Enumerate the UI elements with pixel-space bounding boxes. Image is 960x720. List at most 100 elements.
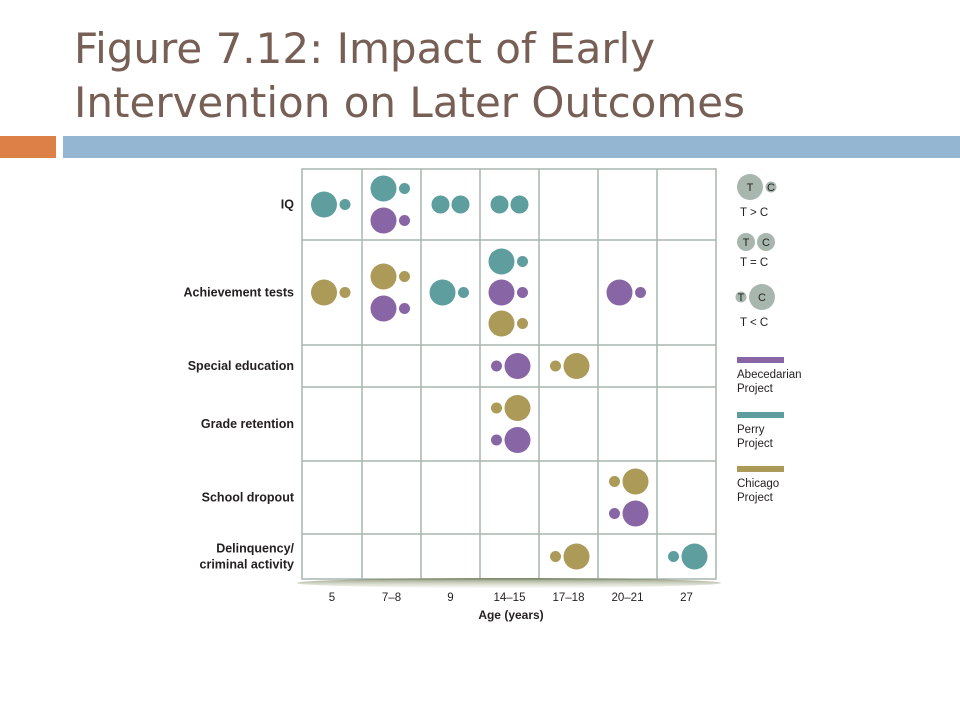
legend-treatment-letter: T [747,182,754,194]
bubble-pair-achievement-tests-7-8-abecedarian-project [370,295,410,322]
row-label-school-dropout: School dropout [202,491,295,505]
control-bubble [504,427,531,453]
control-bubble [563,543,590,570]
bubble-pair-school-dropout-20-21-abecedarian-project [609,500,649,527]
slide-title-line-1: Figure 7.12: Impact of Early [74,24,656,73]
bubble-pair-achievement-tests-14-15-chicago-project [488,310,528,337]
bubble-pair-achievement-tests-14-15-abecedarian-project [488,279,528,306]
control-bubble [451,195,470,214]
legend-control-bubble [757,233,775,251]
legend-control-bubble [765,181,777,193]
column-labels: 5 7–8 9 14–15 17–18 20–21 27 [329,592,693,604]
legend: T CT > CT CT = CT CT < CAbecedarianProjectP… [735,174,802,504]
bubble-pair-iq-7-8-perry-project [370,175,410,202]
bubble-pair-achievement-tests-7-8-chicago-project [370,263,410,290]
bubble-pair-delinquency-criminal-activity-27-perry-project [668,543,708,570]
legend-project-label-line-2: Project [737,383,774,395]
column-label-5: 5 [329,592,335,604]
control-bubble [622,500,649,527]
slide-title-line-2: Intervention on Later Outcomes [74,78,745,127]
bubble-pair-iq-9-perry-project [431,195,470,214]
treatment-bubble [550,360,561,372]
row-label-delinquency-criminal-activity: Delinquency/criminal activity [200,542,295,572]
legend-treatment-bubble [737,233,755,251]
accent-bar-blue [63,136,960,158]
legend-project-label-line-2: Project [737,492,774,504]
row-label-grade-retention: Grade retention [201,417,294,431]
treatment-bubble [429,279,456,306]
treatment-bubble [491,360,502,372]
legend-treatment-bubble [735,291,747,303]
control-bubble [622,468,649,495]
treatment-bubble [488,248,515,275]
treatment-bubble [431,195,450,214]
control-bubble [517,318,528,329]
control-bubble [517,256,528,267]
bubble-pair-achievement-tests-5-chicago-project [311,279,351,306]
legend-project-label-line-2: Project [737,438,774,450]
legend-project-label-line-1: Perry [737,424,765,436]
accent-bar-orange [0,136,56,158]
legend-project-swatch [737,357,784,363]
bubble-pair-achievement-tests-9-perry-project [429,279,469,306]
legend-treatment-letter: T [738,292,745,304]
legend-relation-label: T = C [740,257,768,269]
control-bubble [458,287,469,298]
treatment-bubble [491,402,502,414]
treatment-bubble [609,508,620,519]
bubble-pair-school-dropout-20-21-chicago-project [609,468,649,495]
treatment-bubble [606,279,633,306]
control-bubble [339,199,351,210]
column-label-14-15: 14–15 [494,592,526,604]
legend-control-letter: C [762,237,770,249]
control-bubble [339,287,351,298]
control-bubble [681,543,708,570]
column-label-17-18: 17–18 [553,592,585,604]
row-label-iq: IQ [281,198,294,212]
bubble-pair-iq-7-8-abecedarian-project [370,207,410,234]
treatment-bubble [491,434,502,446]
treatment-bubble [488,279,515,306]
bubble-pair-grade-retention-14-15-abecedarian-project [491,427,531,453]
treatment-bubble [370,295,397,322]
legend-control-bubble [749,284,775,310]
column-label-9: 9 [447,592,453,604]
bubble-pair-iq-14-15-perry-project [490,195,529,214]
legend-treatment-letter: T [743,237,750,249]
control-bubble [517,287,528,298]
control-bubble [399,183,410,194]
row-label-achievement-tests: Achievement tests [184,286,295,300]
legend-comparison-t-c: T C T > C [737,174,777,219]
treatment-bubble [370,207,397,234]
treatment-bubble [609,476,620,487]
column-label-7-8: 7–8 [382,592,401,604]
treatment-bubble [311,191,337,218]
control-bubble [504,395,531,421]
legend-project-swatch [737,412,784,418]
legend-control-letter: C [758,292,766,304]
treatment-bubble [311,279,337,306]
column-label-20-21: 20–21 [612,592,644,604]
bubbles [311,175,708,570]
legend-comparison-t-c: T C T = C [737,233,775,269]
treatment-bubble [370,175,397,202]
control-bubble [504,353,531,379]
control-bubble [635,287,646,298]
bubble-pair-delinquency-criminal-activity-17-18-chicago-project [550,543,590,570]
row-label-special-education: Special education [188,359,294,373]
column-label-27: 27 [680,592,693,604]
treatment-bubble [370,263,397,290]
bubble-pair-grade-retention-14-15-chicago-project [491,395,531,421]
control-bubble [510,195,529,214]
row-labels: IQ Achievement tests Special education Grad… [184,198,295,572]
slide-title: Figure 7.12: Impact of Early Interventio… [74,22,745,130]
legend-project-swatch [737,466,784,472]
control-bubble [399,303,410,314]
treatment-bubble [490,195,509,214]
legend-project-label-line-1: Chicago [737,478,779,490]
bubble-pair-special-education-14-15-abecedarian-project [491,353,531,379]
legend-control-letter: C [767,182,775,194]
legend-comparison-t-c: T C T < C [735,284,775,329]
bubble-pair-special-education-17-18-chicago-project [550,353,590,379]
